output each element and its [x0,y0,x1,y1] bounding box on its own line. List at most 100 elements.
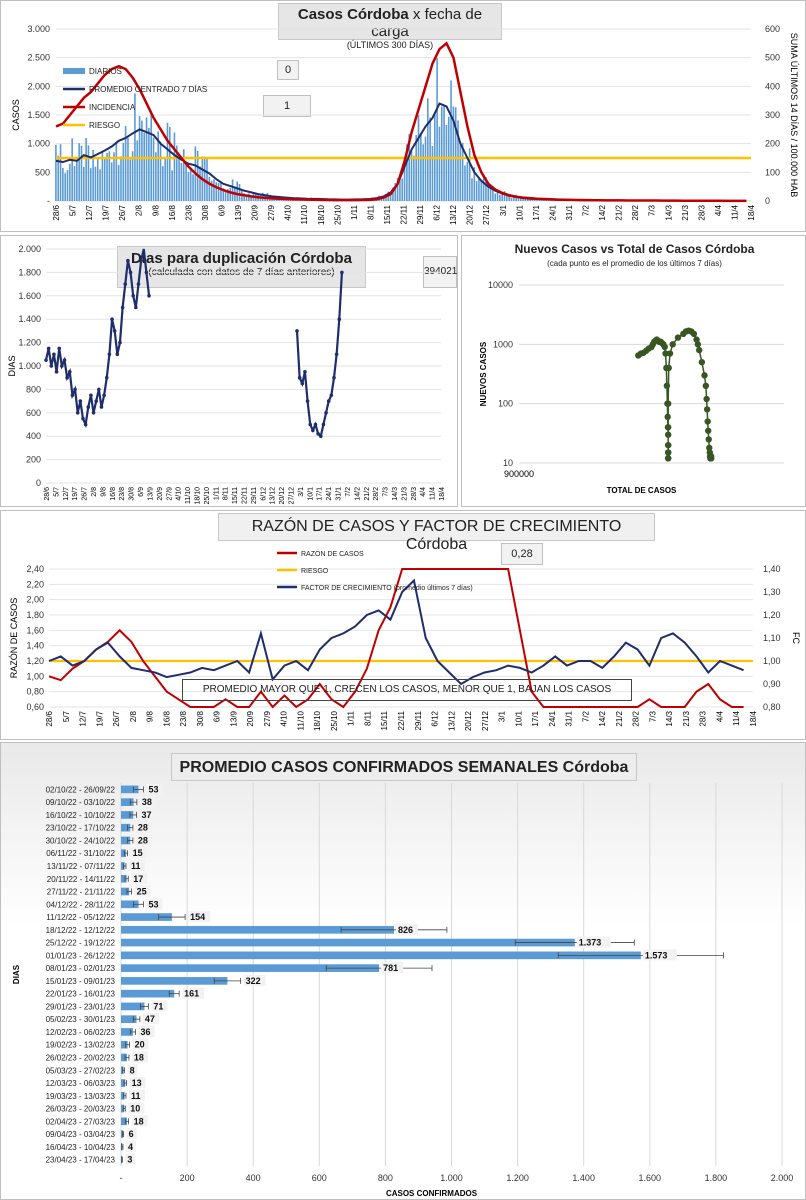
chart5-bar [121,849,126,858]
chart4-xtick: 27/12 [481,710,490,731]
chart1-bar [415,135,417,201]
chart2-xtick: 4/4 [420,487,427,497]
chart2-ytick: 1.200 [18,338,41,348]
chart5-category-label: 05/03/23 - 27/02/23 [46,1066,116,1075]
chart3-point [704,418,711,425]
chart2-point [126,258,130,263]
chart3-ytick: 10000 [488,280,513,290]
chart2-point [57,346,62,351]
chart2-point [54,370,59,374]
chart1-bar [122,142,125,201]
chart5-data-label-bg [129,1077,146,1089]
chart4-xtick: 13/9 [229,710,238,726]
chart1-ytick-right: 100 [765,167,780,177]
chart1-bar [129,159,132,201]
chart1-bar [471,178,473,201]
chart1-bar [410,151,413,201]
chart2-xtick: 13/9 [147,487,154,501]
chart3-title: Nuevos Casos vs Total de Casos Córdoba [514,242,755,256]
chart1-bar [220,182,222,201]
chart1-bar [71,138,73,201]
chart5-category-label: 22/01/23 - 16/01/23 [46,990,116,999]
chart1-bar [222,188,225,201]
chart2-point [305,399,310,403]
chart5-category-label: 02/10/22 - 26/09/22 [46,785,116,794]
chart1-xtick: 12/7 [85,204,94,220]
chart4-xtick: 4/10 [280,710,289,726]
chart5-bar [121,977,228,985]
chart1-bar [80,145,83,201]
chart2-point [144,270,149,275]
chart5-xtick: 800 [378,1173,393,1183]
chart2-xtick: 14/2 [354,487,361,501]
chart5-bar [121,785,139,794]
chart5-data-label: 36 [141,1027,151,1037]
chart5-data-label: 25 [137,887,147,897]
chart2-xtick: 7/3 [383,487,390,497]
chart5-data-label-bg [125,1140,136,1152]
chart1-bar [508,196,510,201]
chart3-point [666,350,674,357]
chart5-data-label: 6 [129,1129,134,1139]
chart5-data-label: 11 [131,1091,141,1101]
chart5-bar [121,887,130,896]
chart5-category-label: 06/11/22 - 31/10/22 [46,849,115,858]
chart1-xtick: 26/7 [118,204,127,220]
chart1-bar [440,106,443,201]
chart1-bar [99,169,101,201]
chart3-point [705,427,712,434]
chart1-bar [394,182,397,201]
chart1-bar [487,182,490,201]
chart4-ytick: 2,20 [26,579,44,589]
chart5-bar [121,1079,126,1087]
chart5-data-label: 28 [138,823,148,833]
chart4-xtick: 31/1 [565,710,574,726]
chart2-point [321,422,326,427]
chart1-bar [131,151,134,201]
chart1-bar [180,162,183,201]
chart1-bar [399,176,401,201]
chart1-bar [489,185,492,201]
chart2-xtick: 24/1 [326,487,333,501]
chart2-point [49,364,54,368]
chart1-bar [499,194,501,201]
chart4-xtick: 16/8 [162,710,171,726]
chart1-bar [501,193,503,201]
chart1-xtick: 19/7 [102,204,111,220]
chart5-bar [121,1091,125,1100]
chart2-point [78,399,83,403]
chart4-ytick: 1,60 [26,625,44,635]
chart1-bar [480,179,483,201]
chart1-bar [94,166,97,201]
chart1-bar [524,198,527,201]
chart5-bar [121,862,125,870]
chart4-xtick: 9/8 [146,710,155,722]
chart5-data-label-bg [139,796,156,808]
chart5-data-label-bg [128,859,145,871]
chart1-bar [492,189,494,201]
chart2-point [131,294,135,298]
chart1-bar [155,152,157,201]
chart2-point [60,364,64,368]
chart1-bar [408,133,411,201]
chart2-point [318,434,323,438]
chart2-point [337,317,342,321]
chart1-legend-label: PROMEDIO CENTRADO 7 DÍAS [89,85,207,94]
chart4-xtick: 21/2 [615,710,624,726]
chart5-data-label: 18 [134,1052,144,1062]
chart1-xtick: 10/1 [515,204,524,220]
chart1-bar [185,163,187,201]
chart5-category-label: 30/10/22 - 24/10/22 [46,836,116,845]
chart4-xtick: 28/3 [699,710,708,726]
chart5-data-label-bg [381,962,404,974]
chart4-fc-line [48,578,744,686]
chart2-xtick: 10/1 [307,487,314,501]
chart1-bar [475,181,478,201]
chart5-bar [121,823,131,832]
chart4-annotation: PROMEDIO MAYOR QUE 1, CRECEN LOS CASOS, … [202,684,612,695]
chart3-point [698,358,706,366]
chart4-xtick: 28/6 [45,710,54,726]
chart4-xtick: 25/10 [330,710,339,731]
chart1-bar [124,126,127,201]
chart2-ytick: 1.800 [18,267,41,277]
